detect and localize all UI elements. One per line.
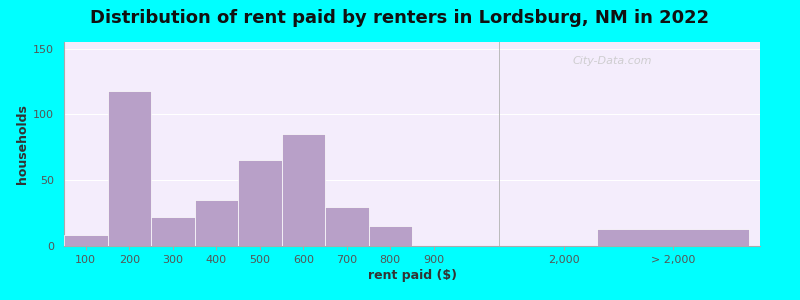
Y-axis label: households: households (16, 104, 29, 184)
Bar (369, 226, 412, 246)
Bar (64, 236, 107, 246)
Bar (282, 134, 325, 246)
Text: City-Data.com: City-Data.com (572, 56, 651, 66)
Bar (107, 91, 151, 246)
Text: Distribution of rent paid by renters in Lordsburg, NM in 2022: Distribution of rent paid by renters in … (90, 9, 710, 27)
Bar (194, 200, 238, 246)
X-axis label: rent paid ($): rent paid ($) (367, 269, 457, 282)
Bar (325, 206, 369, 246)
Bar (151, 217, 194, 246)
Bar (238, 160, 282, 246)
Bar (597, 229, 749, 246)
